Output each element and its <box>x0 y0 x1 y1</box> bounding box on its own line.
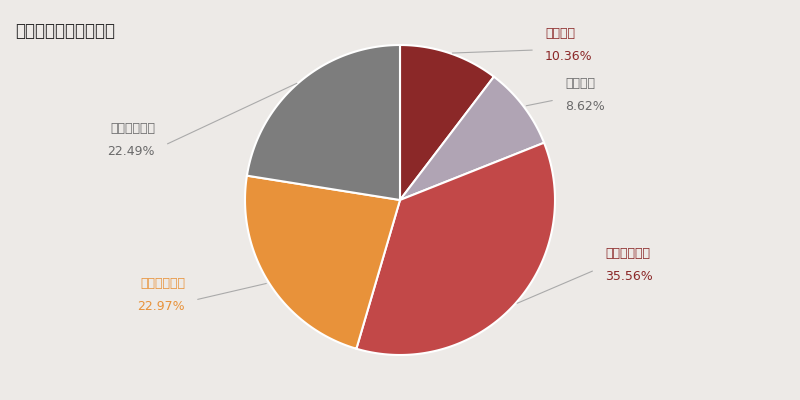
Polygon shape <box>356 143 555 355</box>
Polygon shape <box>247 45 400 200</box>
Text: 35.56%: 35.56% <box>605 270 653 283</box>
Text: 国际业务: 国际业务 <box>545 27 575 40</box>
Polygon shape <box>400 77 544 200</box>
Text: 22.97%: 22.97% <box>138 300 185 313</box>
Text: 10.36%: 10.36% <box>545 50 593 63</box>
Text: 8.62%: 8.62% <box>565 100 605 113</box>
Text: 投资管理业务: 投资管理业务 <box>140 277 185 290</box>
Text: 机构服务业务: 机构服务业务 <box>110 122 155 135</box>
Text: 其他业务: 其他业务 <box>565 77 595 90</box>
Text: 证券经纪业务: 证券经纪业务 <box>605 247 650 260</box>
Polygon shape <box>245 176 400 349</box>
Text: 报告期各业务收入占比: 报告期各业务收入占比 <box>15 22 115 40</box>
Text: 22.49%: 22.49% <box>107 145 155 158</box>
Polygon shape <box>400 45 494 200</box>
